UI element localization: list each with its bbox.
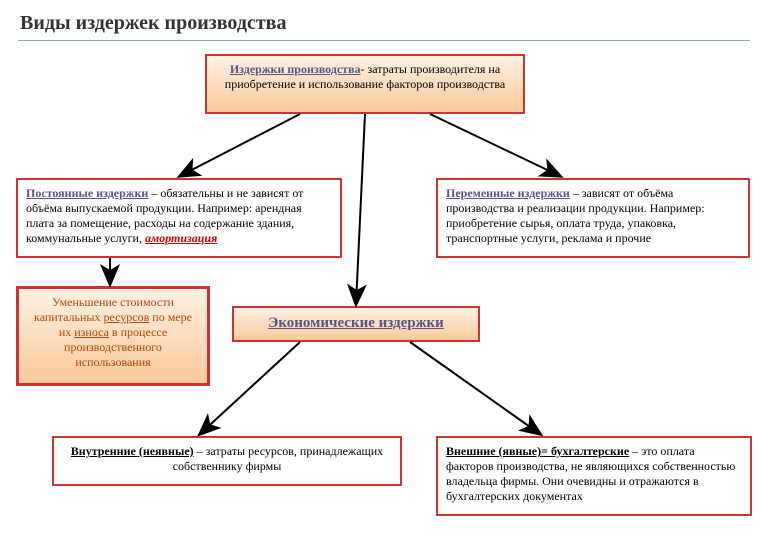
heading: Внутренние (неявные) <box>71 444 194 458</box>
heading: Экономические издержки <box>268 315 444 331</box>
heading: Переменные издержки <box>446 186 570 200</box>
emphasis-amortization: амортизация <box>145 231 217 245</box>
page-title: Виды издержек производства <box>20 12 286 35</box>
box-economic-costs: Экономические издержки <box>232 306 480 342</box>
box-internal-costs: Внутренние (неявные) – затраты ресурсов,… <box>52 436 402 486</box>
box-external-costs: Внешние (явные)= бухгалтерские – это опл… <box>436 436 752 516</box>
box-variable-costs: Переменные издержки – зависят от объёма … <box>436 178 750 258</box>
box-production-costs: Издержки производства- затраты производи… <box>205 54 525 114</box>
heading: Постоянные издержки <box>26 186 148 200</box>
body: Уменьшение стоимости капитальных ресурсо… <box>34 295 192 369</box>
heading: Издержки производства <box>230 62 361 76</box>
heading: Внешние (явные)= бухгалтерские <box>446 444 629 458</box>
box-amortization-def: Уменьшение стоимости капитальных ресурсо… <box>16 286 210 386</box>
title-rule <box>18 40 750 41</box>
box-fixed-costs: Постоянные издержки – обязательны и не з… <box>16 178 342 258</box>
body: – затраты ресурсов, принадлежащих собств… <box>173 444 383 473</box>
